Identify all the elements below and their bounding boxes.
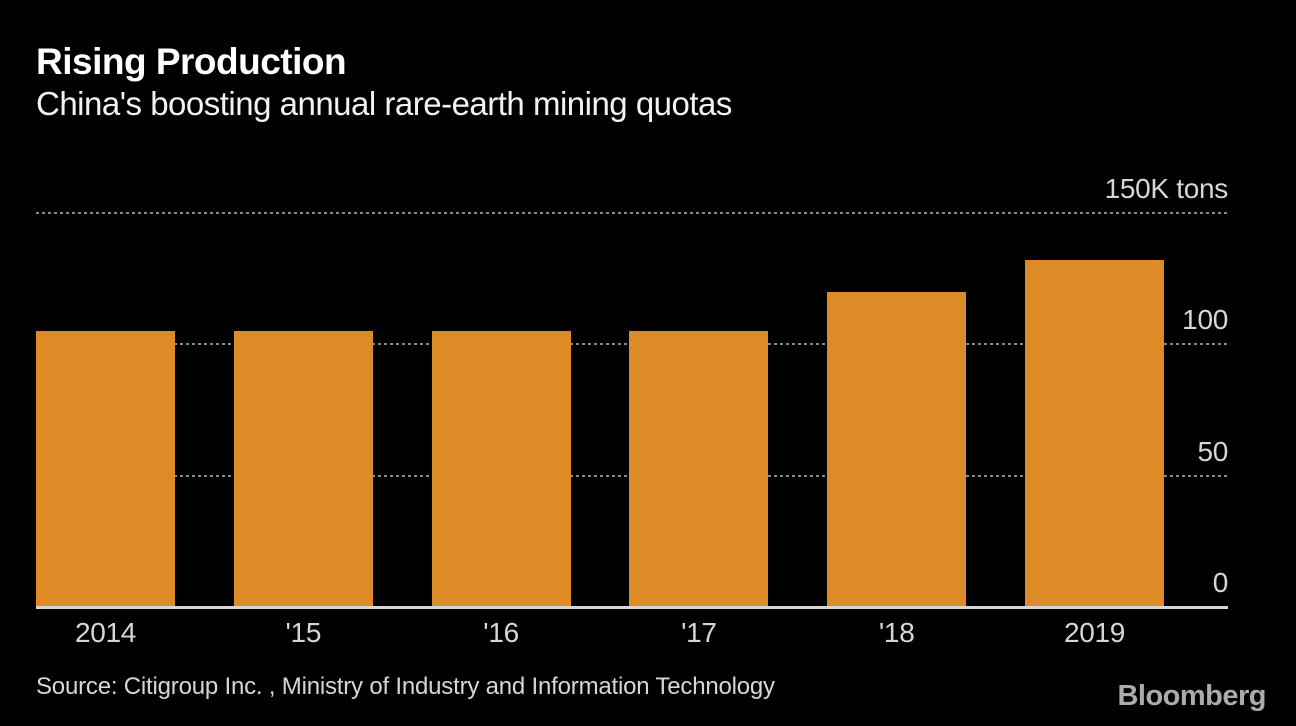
bar-2019 (1025, 260, 1164, 607)
chart-title: Rising Production (36, 41, 347, 82)
x-tick-label-16: '16 (483, 617, 519, 648)
bar-17 (629, 331, 769, 607)
bar-15 (233, 331, 373, 607)
bar-16 (431, 331, 571, 607)
gridline-150 (36, 212, 1228, 214)
bloomberg-logo: Bloomberg (1117, 680, 1266, 712)
bar-2014 (36, 331, 175, 607)
x-tick-label-2019: 2019 (1063, 617, 1126, 648)
x-tick-label-18: '18 (878, 617, 915, 648)
chart-subtitle: China's boosting annual rare-earth minin… (36, 85, 732, 122)
source-text: Source: Citigroup Inc. , Ministry of Ind… (36, 673, 775, 700)
y-tick-label-150: 150K tons (1104, 173, 1229, 204)
x-axis-labels: 2014 '15 '16 '17 '18 2019 (36, 617, 1228, 658)
plot-area (36, 212, 1228, 609)
x-tick-label-15: '15 (285, 617, 322, 648)
x-tick-label-2014: 2014 (74, 617, 137, 648)
x-axis-baseline (36, 606, 1228, 609)
x-tick-label-17: '17 (681, 617, 717, 648)
bar-18 (827, 291, 967, 607)
